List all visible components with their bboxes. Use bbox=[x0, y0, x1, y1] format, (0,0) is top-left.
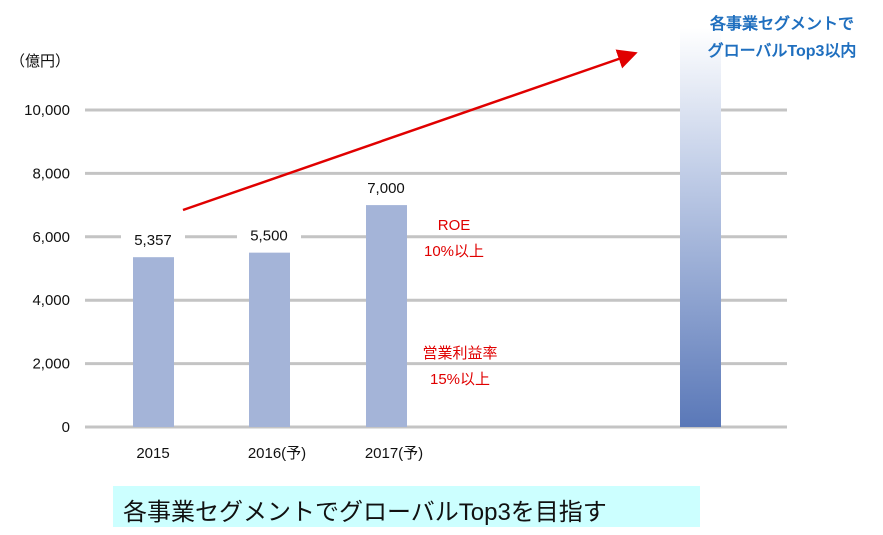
y-tick-label: 6,000 bbox=[32, 229, 70, 246]
data-label: 5,357 bbox=[134, 232, 172, 249]
bar bbox=[366, 205, 407, 427]
y-tick-label: 2,000 bbox=[32, 356, 70, 373]
label-backing bbox=[237, 222, 301, 247]
goal-bar bbox=[680, 28, 721, 427]
bar bbox=[249, 252, 290, 427]
x-tick-label: 2017(予) bbox=[365, 445, 423, 462]
data-label: 7,000 bbox=[367, 180, 405, 197]
margin-label: 営業利益率 bbox=[422, 345, 497, 362]
x-tick-label: 2015 bbox=[136, 445, 169, 462]
data-label: 5,500 bbox=[250, 228, 288, 245]
label-backing bbox=[354, 175, 418, 200]
unit-label: （億円） bbox=[10, 53, 70, 70]
bar bbox=[133, 257, 174, 427]
y-tick-label: 0 bbox=[62, 419, 70, 436]
x-tick-label: 2016(予) bbox=[248, 445, 306, 462]
goal-banner: 各事業セグメントでグローバルTop3を目指す bbox=[113, 486, 700, 527]
goal-label-line2: グローバルTop3以内 bbox=[708, 41, 857, 60]
banner-text: 各事業セグメントでグローバルTop3を目指す bbox=[123, 499, 607, 526]
y-tick-label: 10,000 bbox=[24, 102, 70, 119]
growth-arrow bbox=[182, 49, 638, 212]
roe-label: ROE bbox=[438, 217, 471, 234]
y-tick-label: 8,000 bbox=[32, 165, 70, 182]
goal-label-line1: 各事業セグメントで bbox=[709, 14, 854, 33]
margin-value: 15%以上 bbox=[430, 371, 490, 388]
label-backing bbox=[121, 227, 185, 252]
roe-value: 10%以上 bbox=[424, 243, 484, 260]
y-tick-label: 4,000 bbox=[32, 292, 70, 309]
